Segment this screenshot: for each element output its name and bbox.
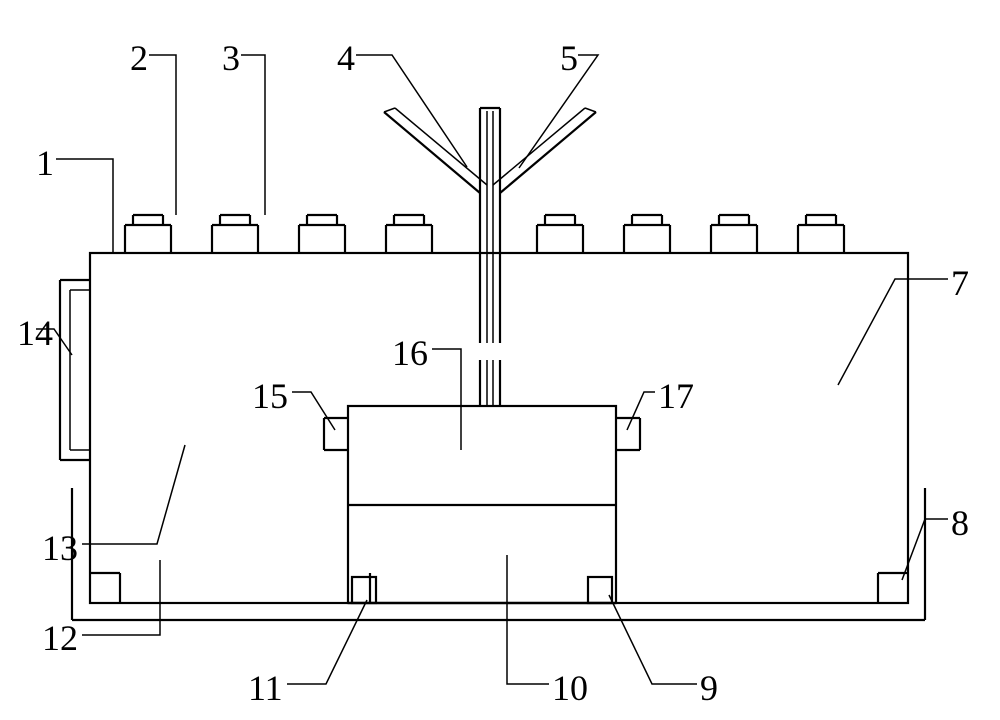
label-2: 2 [130,38,148,78]
label-1: 1 [36,143,54,183]
label-11: 11 [248,668,283,708]
label-17: 17 [658,376,694,416]
label-16: 16 [392,333,428,373]
label-13: 13 [42,528,78,568]
label-3: 3 [222,38,240,78]
label-7: 7 [951,263,969,303]
label-12: 12 [42,618,78,658]
label-5: 5 [560,38,578,78]
label-8: 8 [951,503,969,543]
label-4: 4 [337,38,355,78]
label-15: 15 [252,376,288,416]
label-14: 14 [17,313,53,353]
label-9: 9 [700,668,718,708]
label-10: 10 [552,668,588,708]
diagram-canvas: 123457891011121314151617 [0,0,1000,720]
